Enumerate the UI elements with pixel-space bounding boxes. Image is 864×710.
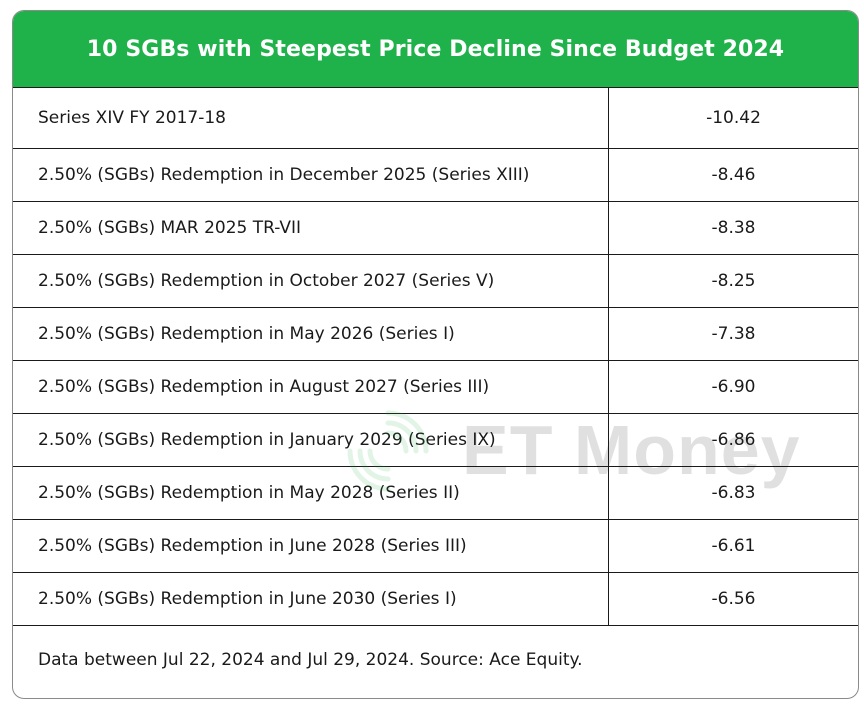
bond-name-cell: 2.50% (SGBs) Redemption in June 2028 (Se…	[13, 520, 609, 572]
price-change-cell: -6.83	[711, 483, 756, 503]
bond-name-cell: 2.50% (SGBs) Redemption in August 2027 (…	[13, 361, 609, 413]
table-row: 2.50% (SGBs) Redemption in May 2026 (Ser…	[13, 308, 858, 361]
bond-name-cell: 2.50% (SGBs) Redemption in June 2030 (Se…	[13, 573, 609, 625]
table-row: 2.50% (SGBs) MAR 2025 TR-VII -8.38	[13, 202, 858, 255]
table-row: 2.50% (SGBs) Redemption in January 2029 …	[13, 414, 858, 467]
bond-name-cell: 2.50% (SGBs) Redemption in May 2026 (Ser…	[13, 308, 609, 360]
table-title: 10 SGBs with Steepest Price Decline Sinc…	[13, 11, 858, 88]
price-change-cell: -8.25	[711, 271, 756, 291]
bond-name-cell: 2.50% (SGBs) MAR 2025 TR-VII	[13, 202, 609, 254]
bond-name-cell: Series XIV FY 2017-18	[13, 88, 609, 148]
source-note: Data between Jul 22, 2024 and Jul 29, 20…	[38, 650, 583, 670]
table-row: 2.50% (SGBs) Redemption in August 2027 (…	[13, 361, 858, 414]
table-row: 2.50% (SGBs) Redemption in May 2028 (Ser…	[13, 467, 858, 520]
bond-name-cell: 2.50% (SGBs) Redemption in May 2028 (Ser…	[13, 467, 609, 519]
table-row: 2.50% (SGBs) Redemption in October 2027 …	[13, 255, 858, 308]
table-row: 2.50% (SGBs) Redemption in June 2028 (Se…	[13, 520, 858, 573]
table-row: Series XIV FY 2017-18 -10.42	[13, 88, 858, 149]
price-change-cell: -7.38	[711, 324, 756, 344]
bond-name-cell: 2.50% (SGBs) Redemption in January 2029 …	[13, 414, 609, 466]
price-change-cell: -6.56	[711, 589, 756, 609]
sgb-table-card: 10 SGBs with Steepest Price Decline Sinc…	[12, 10, 859, 699]
bond-name-cell: 2.50% (SGBs) Redemption in December 2025…	[13, 149, 609, 201]
sgb-table: Series XIV FY 2017-18 -10.42 2.50% (SGBs…	[13, 88, 858, 626]
price-change-cell: -8.46	[711, 165, 756, 185]
price-change-cell: -6.61	[711, 536, 756, 556]
price-change-cell: -8.38	[711, 218, 756, 238]
price-change-cell: -10.42	[706, 108, 761, 128]
price-change-cell: -6.90	[711, 377, 756, 397]
bond-name-cell: 2.50% (SGBs) Redemption in October 2027 …	[13, 255, 609, 307]
price-change-cell: -6.86	[711, 430, 756, 450]
table-row: 2.50% (SGBs) Redemption in December 2025…	[13, 149, 858, 202]
table-row: 2.50% (SGBs) Redemption in June 2030 (Se…	[13, 573, 858, 626]
